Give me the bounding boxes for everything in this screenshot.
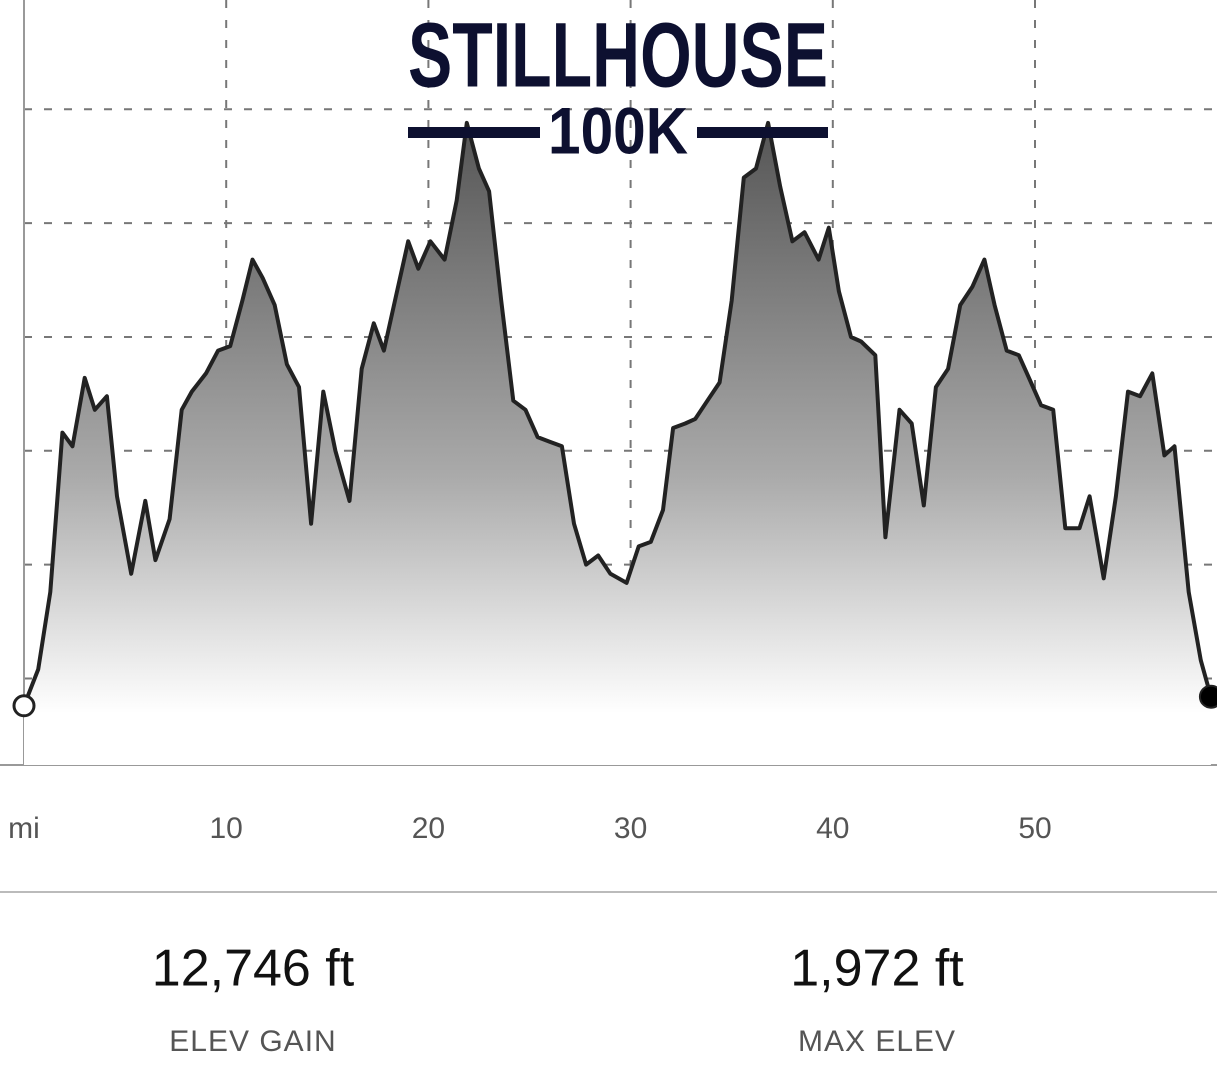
stat-label: ELEV GAIN xyxy=(169,1025,336,1058)
x-tick-label: 30 xyxy=(614,812,647,845)
stat-label: MAX ELEV xyxy=(798,1025,956,1058)
start-marker xyxy=(12,694,36,718)
brand: STILLHOUSE 100K xyxy=(408,4,828,167)
brand-bar xyxy=(408,127,540,138)
brand-bar xyxy=(697,127,828,138)
chart-title: STILLHOUSE xyxy=(408,4,828,106)
stat-value: 12,746 ft xyxy=(152,940,355,998)
x-tick-label: 50 xyxy=(1018,812,1051,845)
end-marker xyxy=(1198,684,1217,709)
area-fill xyxy=(24,122,1211,765)
x-tick-label: 20 xyxy=(412,812,445,845)
x-tick-label: 10 xyxy=(210,812,243,845)
area-line xyxy=(22,120,1213,707)
stat-value: 1,972 ft xyxy=(790,940,964,998)
chart-subtitle: 100K xyxy=(548,93,688,167)
plot-area xyxy=(12,120,1217,765)
x-tick-label: mi xyxy=(8,812,40,845)
x-tick-label: 40 xyxy=(816,812,849,845)
